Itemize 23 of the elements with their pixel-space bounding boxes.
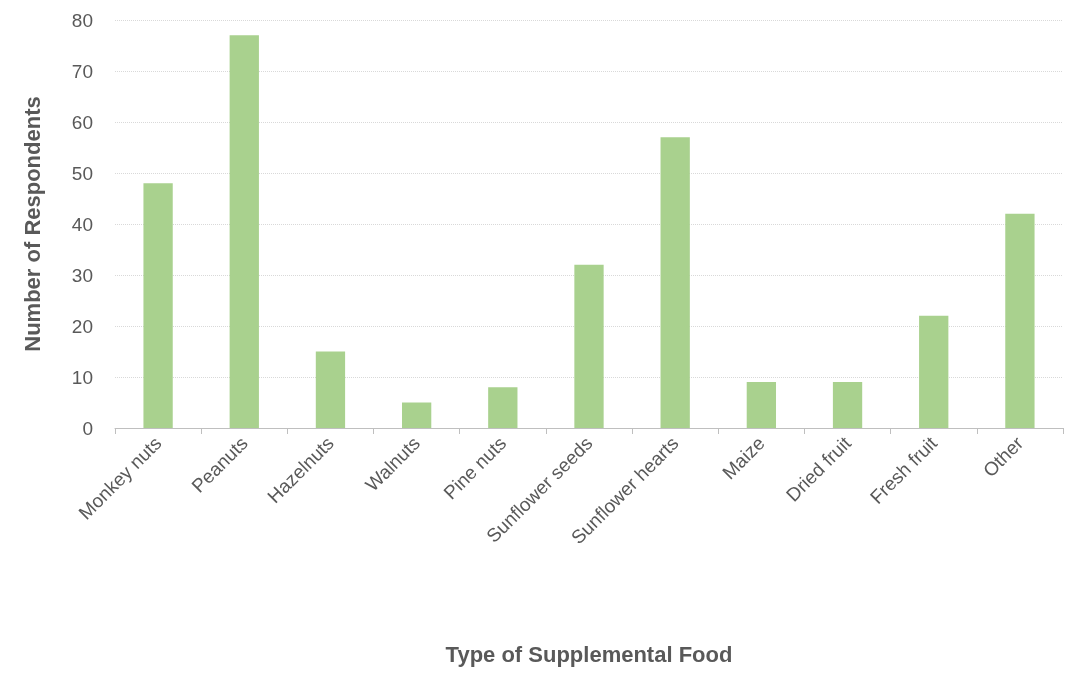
y-tick-label: 40 bbox=[71, 213, 93, 235]
bar bbox=[315, 351, 346, 428]
bar bbox=[229, 35, 259, 428]
y-tick-label: 80 bbox=[71, 9, 93, 31]
y-tick-label: 50 bbox=[71, 162, 93, 184]
bar bbox=[1005, 213, 1035, 428]
y-tick-label: 30 bbox=[71, 264, 93, 286]
bar bbox=[832, 382, 863, 428]
bar bbox=[401, 402, 432, 428]
y-axis-title: Number of Respondents bbox=[19, 96, 45, 352]
bar bbox=[143, 183, 173, 428]
bar bbox=[574, 264, 604, 428]
bar bbox=[746, 382, 777, 428]
y-tick-label: 20 bbox=[71, 315, 93, 337]
bar bbox=[660, 137, 690, 428]
y-tick-label: 60 bbox=[71, 111, 93, 133]
y-tick-label: 70 bbox=[71, 60, 93, 82]
y-tick-label: 0 bbox=[82, 417, 93, 439]
bar bbox=[488, 387, 518, 428]
y-tick-label: 10 bbox=[71, 366, 93, 388]
x-axis-title: Type of Supplemental Food bbox=[445, 641, 733, 667]
bar bbox=[919, 315, 949, 428]
x-tick-label: Pine nuts bbox=[439, 432, 511, 504]
